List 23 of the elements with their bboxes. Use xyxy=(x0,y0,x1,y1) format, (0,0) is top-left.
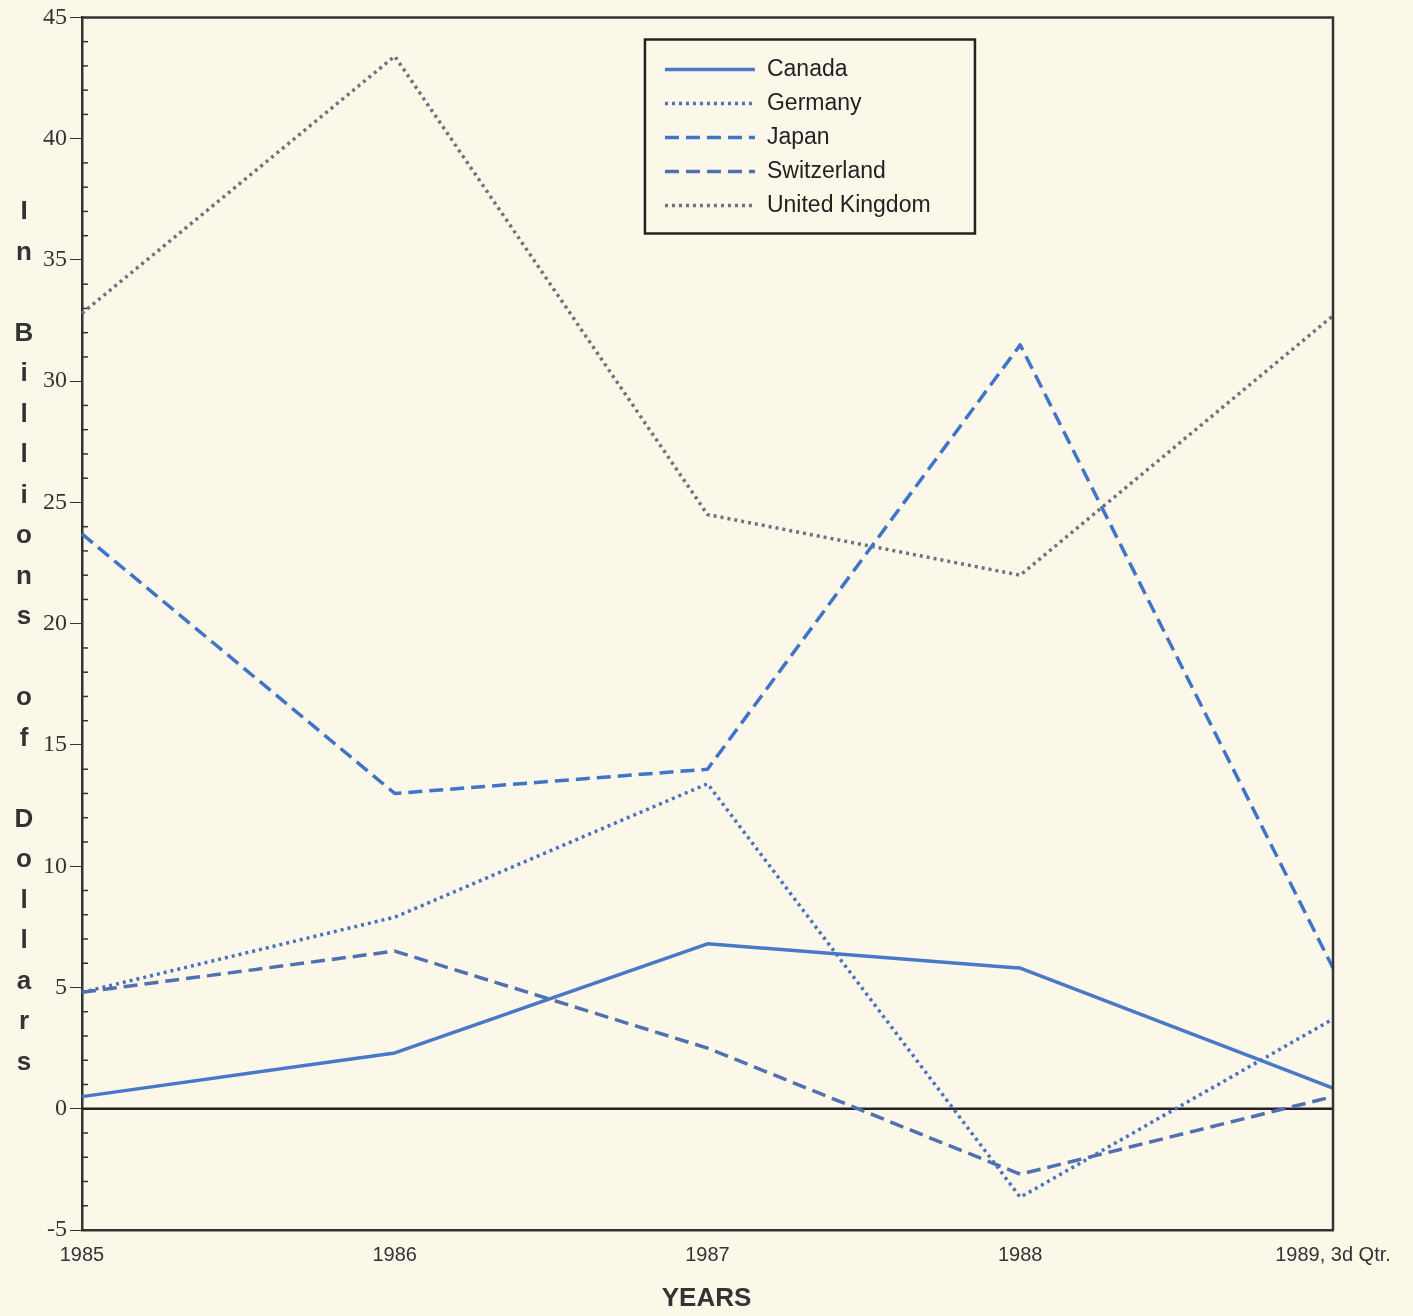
legend-label: Japan xyxy=(766,122,830,149)
legend-label: United Kingdom xyxy=(766,190,931,217)
y-tick-label: 30 xyxy=(43,366,67,393)
legend-label: Switzerland xyxy=(766,156,886,183)
y-tick-label: 10 xyxy=(43,851,67,878)
x-tick-label: 1985 xyxy=(59,1242,105,1265)
y-tick-label: 45 xyxy=(43,2,67,29)
x-tick-label: 1986 xyxy=(372,1242,417,1265)
y-tick-label: -5 xyxy=(47,1215,67,1242)
x-tick-label: 1987 xyxy=(685,1242,730,1265)
legend-label: Canada xyxy=(766,54,848,81)
text: In Billions of Dollars xyxy=(14,195,34,1076)
y-tick-label: 5 xyxy=(55,972,67,999)
y-tick-label: 25 xyxy=(43,487,67,514)
y-tick-label: 20 xyxy=(43,609,67,635)
y-tick-label: 35 xyxy=(43,245,67,272)
x-tick-label: 1989, 3d Qtr. xyxy=(1275,1242,1391,1265)
legend-label: Germany xyxy=(766,88,863,115)
y-tick-label: 40 xyxy=(43,123,67,150)
x-tick-label: 1988 xyxy=(998,1242,1043,1265)
y-tick-label: 15 xyxy=(43,730,67,757)
x-axis-title: YEARS xyxy=(660,1282,753,1313)
y-tick-label: 0 xyxy=(55,1094,67,1121)
